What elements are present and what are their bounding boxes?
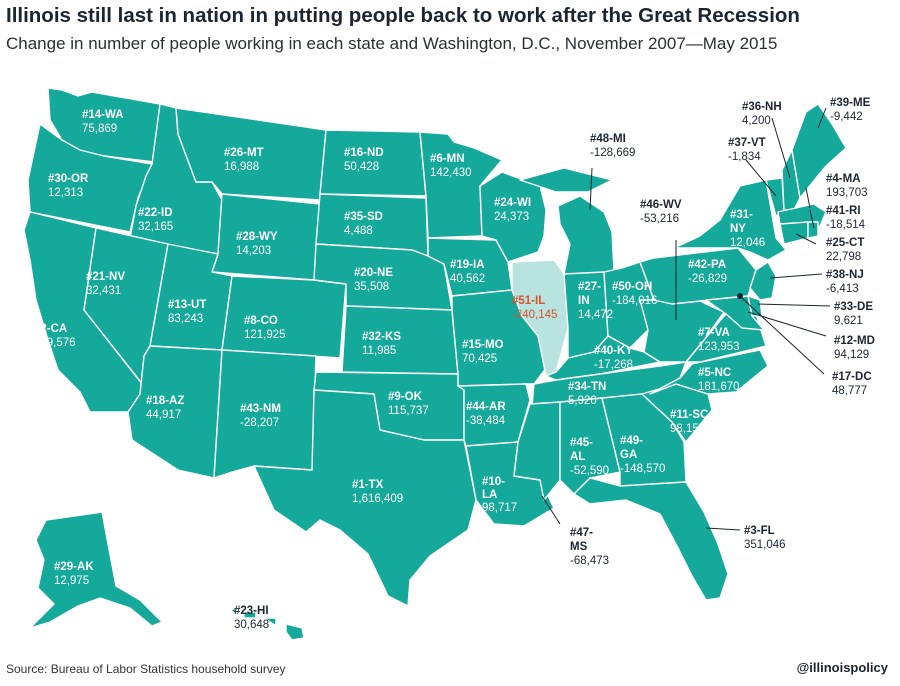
state-label-wy: #28-WY 14,203 bbox=[236, 231, 278, 257]
leader-me bbox=[817, 107, 827, 129]
state-label-me: #39-ME -9,442 bbox=[830, 97, 871, 123]
state-label-nd: #16-ND 50,428 bbox=[344, 147, 384, 173]
leader-ms bbox=[541, 495, 561, 525]
state-label-pa: #42-PA -26,829 bbox=[688, 259, 728, 285]
state-label-al: #45- AL -52,590 bbox=[570, 437, 610, 477]
state-label-or: #30-OR 12,313 bbox=[48, 173, 89, 199]
state-label-mn: #6-MN 142,430 bbox=[430, 153, 472, 179]
state-label-mt: #26-MT 16,988 bbox=[224, 147, 264, 173]
state-label-wi: #24-WI 24,373 bbox=[494, 197, 532, 223]
state-label-ky: #40-KY -17,268 bbox=[594, 345, 634, 371]
state-mn bbox=[419, 131, 503, 239]
state-label-mi: #48-MI -128,669 bbox=[590, 133, 636, 159]
state-label-ut: #13-UT 83,243 bbox=[168, 299, 207, 325]
state-label-ct: #25-CT 22,798 bbox=[826, 237, 865, 263]
state-label-ca: #2-CA 809,576 bbox=[34, 323, 76, 349]
leader-dc bbox=[741, 297, 825, 375]
state-ny bbox=[673, 179, 787, 261]
dc-marker bbox=[737, 293, 743, 299]
state-label-wv: #46-WV -53,216 bbox=[640, 199, 682, 225]
state-label-ga: #49- GA -148,570 bbox=[620, 435, 666, 475]
state-label-ok: #9-OK 115,737 bbox=[388, 391, 429, 417]
state-label-tx: #1-TX 1,616,409 bbox=[352, 479, 404, 505]
leader-ct bbox=[795, 233, 817, 245]
page-subtitle: Change in number of people working in ea… bbox=[6, 34, 778, 53]
source-note: Source: Bureau of Labor Statistics house… bbox=[6, 662, 286, 676]
state-nc bbox=[649, 349, 769, 395]
state-ct bbox=[779, 221, 809, 245]
state-label-ks: #32-KS 11,985 bbox=[362, 331, 401, 357]
leader-vt bbox=[745, 159, 777, 197]
state-label-nj: #38-NJ -6,413 bbox=[826, 269, 864, 295]
state-wi bbox=[479, 171, 547, 263]
state-wy bbox=[211, 193, 321, 281]
state-label-ar: #44-AR -38,484 bbox=[466, 401, 506, 427]
state-label-mo: #15-MO 70,425 bbox=[462, 339, 504, 365]
state-label-ak: #29-AK 12,975 bbox=[54, 561, 94, 587]
state-fl bbox=[573, 477, 729, 601]
state-label-co: #8-CO 121,925 bbox=[244, 315, 286, 341]
state-label-fl: #3-FL 351,046 bbox=[744, 525, 786, 551]
state-co bbox=[221, 275, 347, 359]
state-ma bbox=[777, 203, 827, 227]
leader-de bbox=[757, 303, 831, 307]
state-label-in: #27- IN 14,472 bbox=[578, 281, 614, 321]
state-label-ri: #41-RI -18,514 bbox=[826, 205, 866, 231]
page-title: Illinois still last in nation in putting… bbox=[6, 4, 800, 27]
leader-ri bbox=[809, 209, 815, 229]
state-label-ny: #31- NY 12,046 bbox=[730, 209, 766, 249]
leader-nh bbox=[771, 117, 791, 179]
state-label-ms: #47- MS -68,473 bbox=[570, 527, 610, 567]
state-label-sd: #35-SD 4,488 bbox=[344, 211, 383, 237]
state-label-sc: #11-SC 98,155 bbox=[670, 409, 709, 435]
state-label-id: #22-ID 32,165 bbox=[138, 207, 174, 233]
state-ak bbox=[29, 511, 163, 629]
state-label-tn: #34-TN 5,920 bbox=[568, 381, 607, 407]
state-label-oh: #50-OH -184,016 bbox=[612, 281, 658, 307]
leader-ma bbox=[805, 187, 811, 209]
state-tx bbox=[253, 389, 477, 607]
state-label-hi: #23-HI 30,648 bbox=[234, 605, 270, 631]
state-label-ma: #4-MA 193,703 bbox=[826, 173, 868, 199]
state-label-ia: #19-IA 40,562 bbox=[450, 259, 486, 285]
state-label-nh: #36-NH 4,200 bbox=[742, 101, 782, 127]
leader-nj bbox=[769, 273, 823, 279]
state-label-nv: #21-NV 32,431 bbox=[86, 271, 125, 297]
state-ri bbox=[807, 221, 819, 239]
brand-handle: @illinoispolicy bbox=[796, 660, 888, 675]
state-label-nc: #5-NC 181,670 bbox=[698, 367, 740, 393]
state-label-il: #51-IL -240,145 bbox=[512, 295, 558, 321]
state-label-va: #7-VA 123,953 bbox=[698, 327, 740, 353]
state-me bbox=[791, 103, 847, 199]
state-label-de: #33-DE 9,621 bbox=[834, 301, 873, 327]
leader-mi bbox=[589, 167, 593, 211]
state-label-nm: #43-NM -28,207 bbox=[240, 403, 281, 429]
state-label-vt: #37-VT -1,834 bbox=[728, 137, 766, 163]
state-label-az: #18-AZ 44,917 bbox=[146, 395, 185, 421]
state-hi bbox=[229, 607, 305, 641]
state-label-md: #12-MD 94,129 bbox=[834, 335, 875, 361]
state-label-wa: #14-WA 75,869 bbox=[82, 109, 124, 135]
state-label-ne: #20-NE 35,508 bbox=[354, 267, 393, 293]
state-label-la: #10- LA 98,717 bbox=[482, 476, 518, 514]
state-nj bbox=[749, 261, 777, 301]
leader-fl bbox=[705, 527, 741, 531]
state-label-dc: #17-DC 48,777 bbox=[832, 371, 872, 397]
